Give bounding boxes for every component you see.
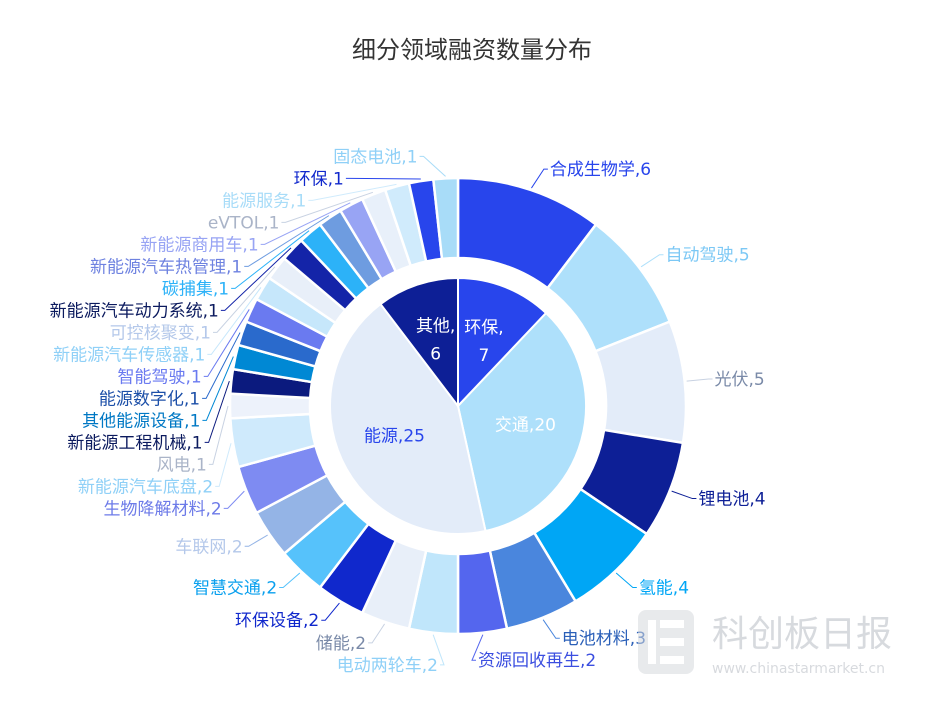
outer-slice-label: 新能源汽车底盘,2 [78,477,213,497]
leader-line [281,191,374,223]
leader-line [220,247,292,311]
leader-line [244,215,330,267]
outer-slice-label: 可控核聚变,1 [110,323,211,343]
leader-line [640,254,664,268]
leader-line [207,287,262,355]
leader-line [260,202,351,245]
leader-line [615,572,637,588]
outer-slice-label: 氢能,4 [639,578,689,598]
outer-ring [228,176,688,636]
outer-slice-28[interactable] [431,176,460,261]
outer-slice-label: 环保设备,2 [235,611,319,631]
outer-slice-label: 资源回收再生,2 [478,651,596,671]
watermark: 科创板日报 www.chinastarmarket.cn [638,610,892,677]
watermark-logo-icon [638,610,694,674]
outer-slice-label: 电动两轮车,2 [337,656,438,676]
outer-slice-label: 能源数字化,1 [99,389,200,409]
outer-slice-label: 新能源工程机械,1 [67,433,202,453]
outer-slice-label: 环保,1 [294,169,344,189]
inner-slice-2[interactable] [329,302,487,535]
leader-line [212,266,276,333]
outer-slice-label: 固态电池,1 [333,147,417,167]
leader-line [432,634,445,666]
outer-slice-label: 光伏,5 [715,370,765,390]
chart-title: 细分领域融资数量分布 [352,36,592,64]
leader-line [279,572,301,588]
leader-line [531,168,548,189]
leader-line [419,155,446,177]
leader-line [208,405,229,465]
leader-line [204,380,230,443]
leader-line [345,177,421,180]
outer-slice-label: 新能源商用车,1 [140,235,258,255]
leader-line [308,183,397,201]
leader-line [244,534,268,547]
outer-slice-label: 电池材料,3 [562,629,646,649]
outer-slice-label: 新能源汽车传感器,1 [53,345,205,365]
outer-slice-label: 车联网,2 [175,537,242,557]
label-leader-lines [202,155,713,666]
outer-slice-label: 新能源汽车热管理,1 [90,257,242,277]
outer-slice-label: 其他能源设备,1 [82,411,200,431]
outer-slice-label: 新能源汽车动力系统,1 [50,301,219,321]
leader-line [202,356,234,421]
leader-line [202,332,241,399]
inner-slice-3[interactable] [379,276,459,409]
inner-pie: 环保, 7 交通,20 能源,25 其他, 6 [329,276,587,535]
outer-slice-label: 储能,2 [316,634,366,654]
leader-line [686,378,713,382]
outer-slice-label: 风电,1 [157,455,207,475]
outer-slice-label: eVTOL,1 [208,213,280,233]
inner-slice-0[interactable] [457,276,548,409]
watermark-url: www.chinastarmarket.cn [712,661,885,677]
inner-slice-label: 环保, 7 [464,318,503,366]
outer-slice-label: 锂电池,4 [698,490,765,510]
inner-slice-label: 能源,25 [364,426,425,446]
leader-line [321,602,340,621]
outer-slice-label: 生物降解材料,2 [103,499,221,519]
outer-slice-label: 碳捕集,1 [162,279,229,299]
leader-line [542,619,560,639]
outer-labels: 合成生物学,6 自动驾驶,5 光伏,5 锂电池,4 氢能,4 电池材料,3资源回收再生,2… [50,147,766,676]
outer-slice-label: 智能驾驶,1 [118,367,202,387]
inner-slice-label: 交通,20 [495,416,556,436]
leader-line [223,490,245,509]
leader-line [203,309,250,377]
leader-line [231,230,310,289]
inner-slice-label: 其他, 6 [416,317,455,365]
leader-line [215,443,232,487]
outer-slice-label: 自动驾驶,5 [666,246,750,266]
leader-line [471,634,484,661]
outer-slice-label: 智慧交通,2 [193,578,277,598]
leader-line [368,623,385,644]
watermark-brand: 科创板日报 [712,614,892,655]
outer-slice-label: 合成生物学,6 [550,160,651,180]
inner-slice-1[interactable] [456,311,587,533]
leader-line [671,490,697,500]
outer-slice-label: 能源服务,1 [222,191,306,211]
